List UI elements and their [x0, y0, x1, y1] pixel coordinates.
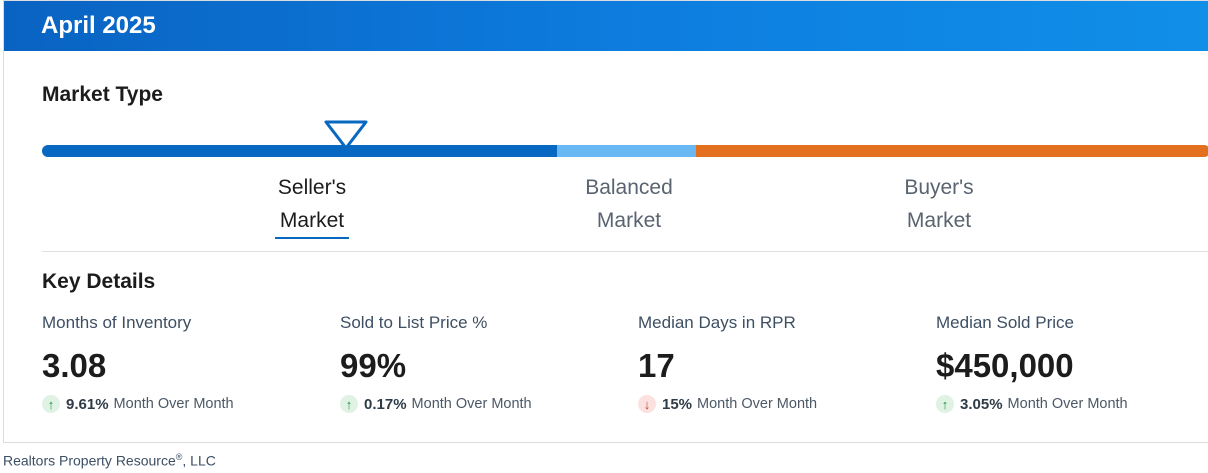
market-option-line2: Market [906, 209, 972, 232]
metric-value: 17 [638, 347, 675, 384]
arrow-up-icon: ↑ [936, 395, 954, 413]
change-percent: 3.05% [960, 395, 1003, 413]
market-option-seller[interactable]: Seller's Market [246, 171, 378, 237]
metric-label: Months of Inventory [42, 313, 192, 332]
metric-change: ↑ 3.05% Month Over Month [936, 395, 1208, 413]
footer-suffix: , LLC [182, 452, 216, 469]
period-title: April 2025 [41, 12, 156, 39]
market-type-title: Market Type [42, 83, 163, 106]
metric-label: Sold to List Price % [340, 313, 488, 332]
key-details-title: Key Details [42, 270, 156, 293]
metric-label: Median Sold Price [936, 313, 1074, 332]
footer-credit: Realtors Property Resource®, LLC [3, 452, 216, 469]
card-header: April 2025 [4, 1, 1208, 51]
change-period: Month Over Month [697, 396, 818, 412]
metric-label: Median Days in RPR [638, 313, 796, 332]
market-option-line1: Buyer's [904, 176, 974, 199]
metric-months-of-inventory: Months of Inventory 3.08 ↑ 9.61% Month O… [42, 313, 332, 413]
metric-change: ↓ 15% Month Over Month [638, 395, 928, 413]
market-option-buyer[interactable]: Buyer's Market [864, 171, 1014, 237]
active-market-underline [275, 237, 349, 239]
market-option-line2: Market [279, 209, 345, 232]
seller-market-bar [42, 145, 558, 157]
market-option-line1: Seller's [277, 176, 347, 199]
buyer-market-bar [696, 145, 1208, 157]
change-percent: 15% [662, 395, 693, 413]
registered-mark: ® [175, 452, 183, 462]
change-period: Month Over Month [113, 396, 234, 412]
market-card: April 2025 Market Type Seller's Market B… [3, 0, 1208, 443]
market-option-balanced[interactable]: Balanced Market [544, 171, 714, 237]
arrow-down-icon: ↓ [638, 395, 656, 413]
change-period: Month Over Month [1007, 396, 1128, 412]
arrow-up-icon: ↑ [340, 395, 358, 413]
metric-change: ↑ 9.61% Month Over Month [42, 395, 332, 413]
market-option-line2: Market [596, 209, 662, 232]
metric-value: 3.08 [42, 347, 107, 384]
market-indicator-icon [324, 120, 368, 150]
market-option-line1: Balanced [585, 176, 673, 199]
balanced-market-bar [557, 145, 697, 157]
footer-company: Realtors Property Resource [3, 452, 176, 469]
metric-sold-to-list: Sold to List Price % 99% ↑ 0.17% Month O… [340, 313, 630, 413]
change-percent: 0.17% [364, 395, 407, 413]
metric-value: 99% [340, 347, 407, 384]
metric-median-sold-price: Median Sold Price $450,000 ↑ 3.05% Month… [936, 313, 1208, 413]
section-divider [42, 251, 1208, 252]
metric-median-days: Median Days in RPR 17 ↓ 15% Month Over M… [638, 313, 928, 413]
change-period: Month Over Month [411, 396, 532, 412]
metric-change: ↑ 0.17% Month Over Month [340, 395, 630, 413]
change-percent: 9.61% [66, 395, 109, 413]
metric-value: $450,000 [936, 347, 1074, 384]
arrow-up-icon: ↑ [42, 395, 60, 413]
